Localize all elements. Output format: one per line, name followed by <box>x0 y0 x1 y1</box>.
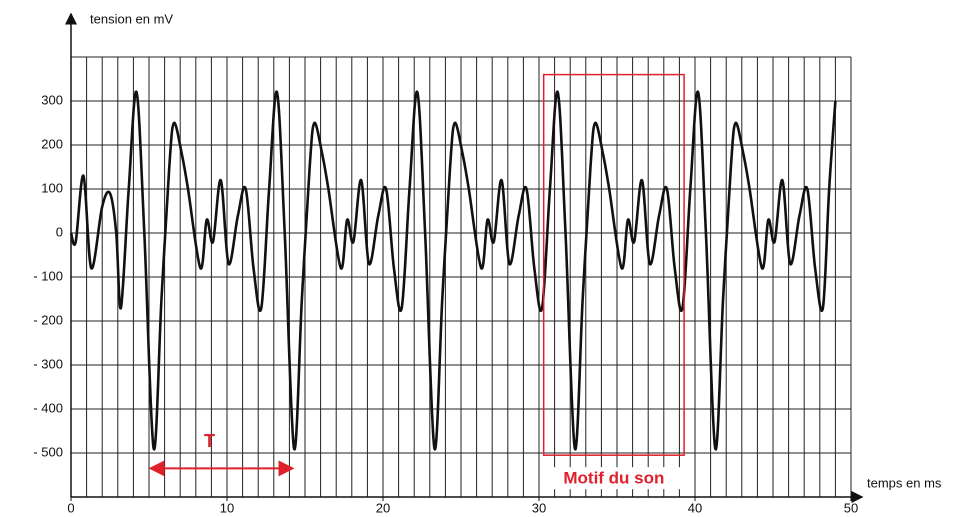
y-tick-label: 0 <box>56 224 63 239</box>
x-tick-label: 40 <box>688 500 702 515</box>
motif-box <box>542 73 685 456</box>
x-axis-label: temps en ms <box>867 475 942 490</box>
grid <box>71 56 852 498</box>
y-tick-label: - 200 <box>33 312 63 327</box>
y-tick-label: - 500 <box>33 444 63 459</box>
label-background <box>545 467 683 490</box>
x-tick-label: 0 <box>67 500 74 515</box>
y-tick-label: 100 <box>41 180 63 195</box>
y-tick-label: - 400 <box>33 400 63 415</box>
y-tick-label: 200 <box>41 136 63 151</box>
y-tick-label: 300 <box>41 92 63 107</box>
y-tick-label: - 300 <box>33 356 63 371</box>
y-axis-label: tension en mV <box>90 11 173 26</box>
x-tick-label: 20 <box>376 500 390 515</box>
y-tick-label: - 100 <box>33 268 63 283</box>
annotation-label: Motif du son <box>563 469 664 488</box>
x-tick-label: 50 <box>844 500 858 515</box>
signal-line <box>69 90 837 451</box>
x-tick-label: 10 <box>220 500 234 515</box>
x-tick-label: 30 <box>532 500 546 515</box>
annotation-label: T <box>204 431 215 451</box>
